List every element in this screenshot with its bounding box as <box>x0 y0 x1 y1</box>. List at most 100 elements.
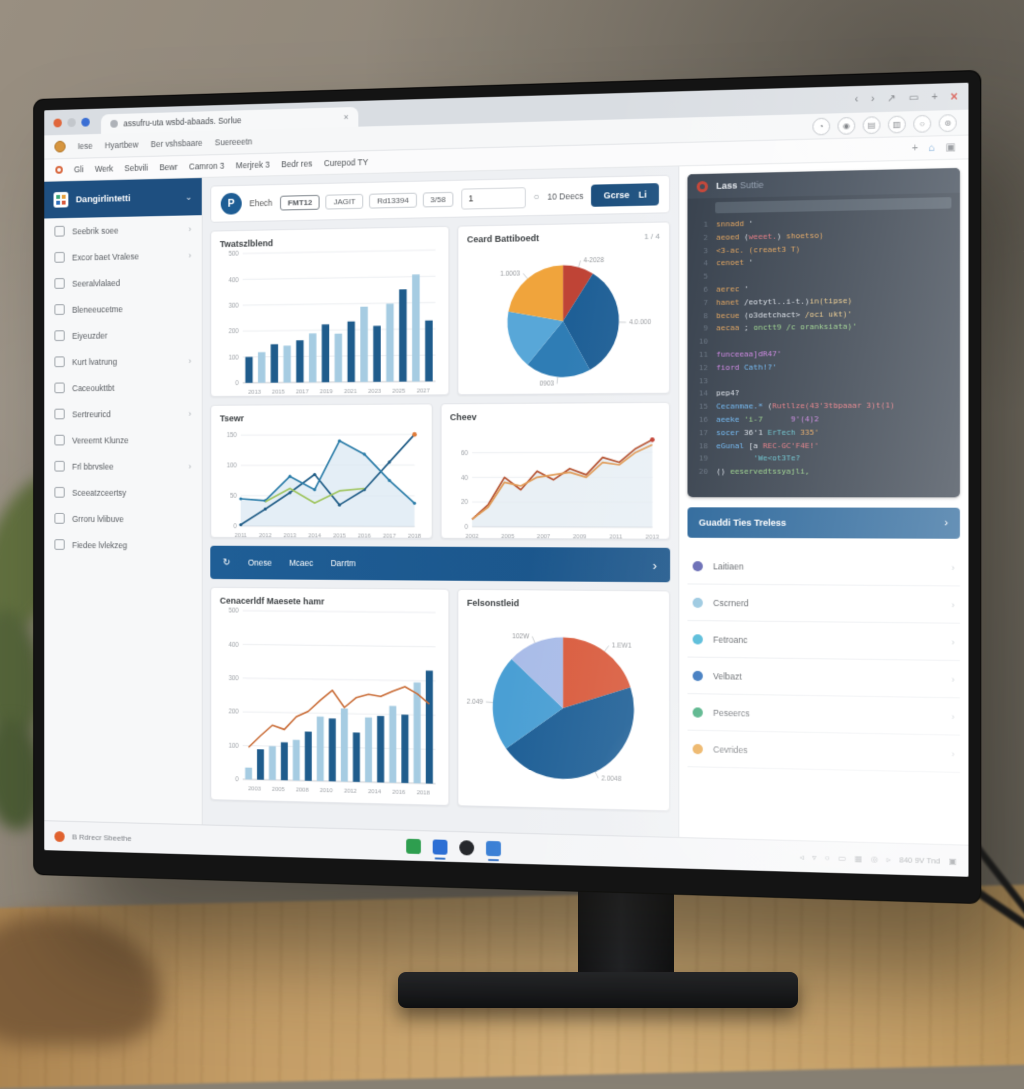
sidebar-item[interactable]: Seebrik soee › <box>44 215 201 244</box>
browser-dot-orange-icon[interactable] <box>54 118 62 127</box>
list-item-label: Cevrides <box>713 744 748 755</box>
bookmark-favicon-icon <box>54 141 65 153</box>
list-item[interactable]: Laitiaen › <box>687 548 959 587</box>
bookmark-item[interactable]: Suereeetn <box>215 137 252 148</box>
search-input[interactable] <box>461 187 525 209</box>
sidebar-item[interactable]: Vereernt Klunze › <box>44 426 201 453</box>
browser-dot-blue-icon[interactable] <box>81 117 89 126</box>
back-icon[interactable]: ‹ <box>855 94 859 105</box>
browser-action-icon[interactable]: ⊛ <box>939 114 957 132</box>
browser-dot-gray-icon[interactable] <box>67 118 75 127</box>
taskbar-app-icon[interactable] <box>432 839 447 854</box>
refresh-icon[interactable]: ↻ <box>223 557 231 568</box>
banner-item[interactable]: Mcaec <box>289 558 313 568</box>
filter-chip[interactable]: JAGIT <box>326 193 364 209</box>
tray-icon[interactable]: ◎ <box>871 854 878 863</box>
browser-action-icon[interactable]: ▥ <box>888 115 906 133</box>
svg-text:400: 400 <box>229 277 240 284</box>
sidebar-item[interactable]: Sceeatzceertsy › <box>44 479 201 505</box>
menu-item[interactable]: Gli <box>74 164 84 174</box>
taskbar-app-icon[interactable] <box>486 840 501 855</box>
app-logo-icon <box>54 192 69 208</box>
tray-icon[interactable]: ▹ <box>887 854 891 863</box>
menu-item[interactable]: Werk <box>95 164 113 174</box>
sidebar-item[interactable]: Kurt lvatrung › <box>44 347 201 375</box>
frame-icon[interactable]: ▣ <box>946 142 956 154</box>
new-tab-icon[interactable]: + <box>931 91 937 103</box>
line-number: 4 <box>687 257 716 270</box>
menu-item[interactable]: Curepod TY <box>324 157 368 168</box>
quick-list-header[interactable]: Guaddi Ties Treless › <box>687 507 959 539</box>
tray-icon[interactable]: ▦ <box>854 853 862 862</box>
chevron-right-icon: › <box>951 711 954 721</box>
checkbox-icon <box>54 330 64 341</box>
list-item[interactable]: Velbazt › <box>687 658 959 699</box>
list-item[interactable]: Cscrnerd › <box>687 584 959 623</box>
menu-item[interactable]: Camron 3 <box>189 161 224 172</box>
svg-text:1.EW1: 1.EW1 <box>612 643 632 650</box>
svg-text:1.0003: 1.0003 <box>500 270 520 277</box>
taskbar-app-icon[interactable] <box>406 838 421 853</box>
page-icons: + ⌂ ▣ <box>912 142 956 154</box>
list-item[interactable]: Peseercs › <box>687 694 959 736</box>
banner-item[interactable]: Onese <box>248 558 272 568</box>
menu-item[interactable]: Bewr <box>159 162 177 172</box>
chevron-down-icon[interactable]: ⌄ <box>185 191 192 202</box>
tray-icon[interactable]: ▿ <box>812 852 816 861</box>
sidebar-item[interactable]: Fiedee lvlekzeg › <box>44 531 201 558</box>
line-number: 16 <box>687 414 716 427</box>
status-dot-icon <box>693 634 703 644</box>
tray-icon[interactable]: ▭ <box>838 853 846 862</box>
sidebar-item[interactable]: Caceoukttbt › <box>44 374 201 401</box>
chevron-right-icon: › <box>951 599 954 609</box>
home-icon[interactable]: ⌂ <box>929 142 935 154</box>
bookmark-item[interactable]: Iese <box>78 141 93 151</box>
svg-text:2023: 2023 <box>368 389 381 395</box>
menu-item[interactable]: Bedr res <box>281 159 312 170</box>
menu-item[interactable]: Sebvili <box>124 163 148 173</box>
bookmark-item[interactable]: Ber vshsbaare <box>151 138 203 149</box>
filter-chip[interactable]: FMT12 <box>280 194 320 210</box>
filter-chip[interactable]: Rd13394 <box>369 192 416 208</box>
sidebar-item[interactable]: Excor baet Vralese › <box>44 242 201 271</box>
tray-icon[interactable]: ◃ <box>800 852 804 861</box>
close-window-icon[interactable]: × <box>950 89 957 104</box>
svg-text:2017: 2017 <box>383 533 396 539</box>
chevron-right-icon[interactable]: › <box>652 557 656 572</box>
sidebar-item[interactable]: Eiyeuzder › <box>44 321 201 349</box>
browser-action-icon[interactable]: ◔ <box>812 117 830 135</box>
code-title-rest: Suttie <box>740 180 764 191</box>
notification-icon[interactable]: ▣ <box>949 856 957 866</box>
taskbar-app-icon[interactable] <box>459 840 474 855</box>
search-icon[interactable]: ○ <box>533 191 539 202</box>
checkbox-icon <box>54 226 64 237</box>
add-icon[interactable]: + <box>912 143 918 155</box>
filter-chip[interactable]: 3/58 <box>422 191 453 207</box>
menu-item[interactable]: Merjrek 3 <box>236 160 270 171</box>
tray-icon[interactable]: ○ <box>825 853 830 862</box>
browser-action-icon[interactable]: ◉ <box>837 116 855 134</box>
sidebar-item[interactable]: Bleneeucetme › <box>44 294 201 322</box>
forward-icon[interactable]: › <box>871 93 875 104</box>
sidebar-item[interactable]: Grroru lvlibuve › <box>44 505 201 532</box>
svg-text:100: 100 <box>229 742 240 749</box>
banner-item[interactable]: Darrtm <box>331 558 356 568</box>
tab-close-icon[interactable]: × <box>344 112 349 122</box>
line-number: 3 <box>687 244 716 258</box>
restore-window-icon[interactable]: ▭ <box>909 92 919 104</box>
list-item[interactable]: Cevrides › <box>687 731 959 773</box>
browser-action-icon[interactable]: ▤ <box>863 116 881 134</box>
sidebar-item[interactable]: Sertreuricd › <box>44 400 201 427</box>
sidebar-item[interactable]: Frl bbrvslee › <box>44 453 201 479</box>
tab-title: assufru-uta wsbd-abaads. Sorlue <box>123 115 241 128</box>
browser-action-icon[interactable]: ○ <box>913 114 931 132</box>
sidebar-item[interactable]: Seeralvlalaed › <box>44 268 201 297</box>
go-button[interactable]: Gcrse Li <box>591 183 658 207</box>
share-icon[interactable]: ↗ <box>887 93 896 105</box>
sidebar-header[interactable]: Dangirlintetti ⌄ <box>44 178 201 219</box>
list-item[interactable]: Fetroanc › <box>687 621 959 661</box>
bookmark-item[interactable]: Hyartbew <box>105 140 139 151</box>
